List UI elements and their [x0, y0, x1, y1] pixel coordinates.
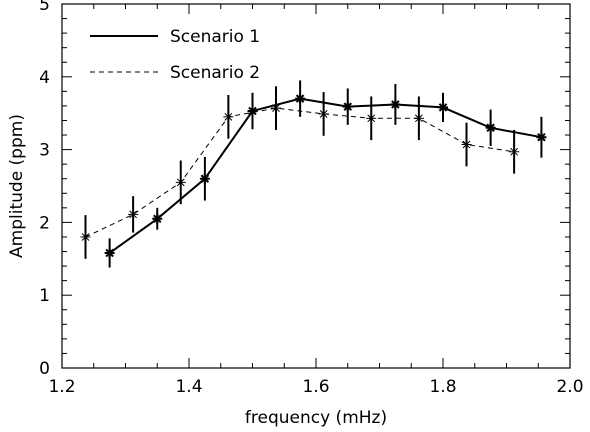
marker-stroke [367, 114, 376, 123]
marker-stroke [414, 114, 423, 123]
x-axis-label: frequency (mHz) [245, 408, 387, 428]
marker-stroke [153, 214, 162, 224]
data-point-marker [104, 247, 115, 258]
data-point-marker [223, 111, 234, 122]
data-point-marker [438, 102, 448, 113]
x-tick-label: 1.4 [175, 377, 202, 397]
x-tick-label: 1.2 [48, 377, 75, 397]
data-point-marker [80, 231, 91, 242]
marker-stroke [272, 104, 280, 112]
marker-stroke [105, 248, 114, 258]
marker-stroke [200, 174, 210, 183]
data-point-marker [247, 106, 258, 117]
data-point-marker [295, 93, 306, 104]
y-tick-label: 4 [39, 68, 50, 88]
data-point-marker [318, 108, 329, 119]
series-line-1 [109, 97, 542, 254]
x-tick-label: 1.8 [429, 377, 456, 397]
marker-stroke [343, 102, 352, 111]
y-tick-label: 2 [39, 213, 50, 233]
data-point-marker [270, 103, 281, 114]
data-point-marker [366, 113, 377, 124]
marker-stroke [486, 123, 495, 133]
series-1 [104, 80, 547, 268]
data-point-marker [175, 177, 186, 188]
marker-stroke [391, 100, 400, 109]
marker-stroke [438, 103, 448, 112]
data-point-marker [152, 213, 163, 224]
data-point-marker [536, 132, 547, 143]
marker-stroke [295, 94, 305, 103]
axis-tick-labels: 1.2 1.4 1.6 1.8 2.0 0 1 2 3 4 5 [39, 0, 583, 397]
data-point-marker [390, 99, 401, 110]
marker-stroke [537, 132, 546, 142]
marker-stroke [462, 140, 471, 149]
x-tick-label: 2.0 [556, 377, 583, 397]
series-2 [80, 86, 520, 259]
marker-stroke [176, 178, 185, 187]
data-point-marker [342, 101, 353, 112]
data-point-marker [485, 122, 496, 133]
plot-frame [61, 3, 571, 369]
marker-stroke [129, 210, 138, 219]
marker-stroke [81, 233, 90, 241]
y-axis-label: Amplitude (ppm) [7, 114, 27, 258]
series-line-2 [85, 107, 515, 238]
marker-stroke [224, 112, 233, 121]
data-point-marker [128, 209, 139, 220]
marker-stroke [248, 106, 257, 116]
y-tick-label: 3 [39, 141, 50, 161]
marker-stroke [319, 110, 328, 118]
legend-label-scenario-1: Scenario 1 [170, 27, 260, 47]
data-point-marker [509, 146, 520, 157]
legend: Scenario 1 Scenario 2 [90, 27, 260, 83]
y-tick-label: 5 [39, 0, 50, 15]
y-tick-label: 1 [39, 286, 50, 306]
x-tick-label: 1.6 [302, 377, 329, 397]
series-layer [80, 80, 547, 268]
axis-ticks [61, 3, 571, 369]
marker-stroke [510, 147, 519, 156]
data-point-marker [461, 139, 472, 150]
y-tick-label: 0 [39, 359, 50, 379]
data-point-marker [199, 173, 210, 184]
legend-label-scenario-2: Scenario 2 [170, 63, 260, 83]
data-point-marker [413, 113, 424, 124]
